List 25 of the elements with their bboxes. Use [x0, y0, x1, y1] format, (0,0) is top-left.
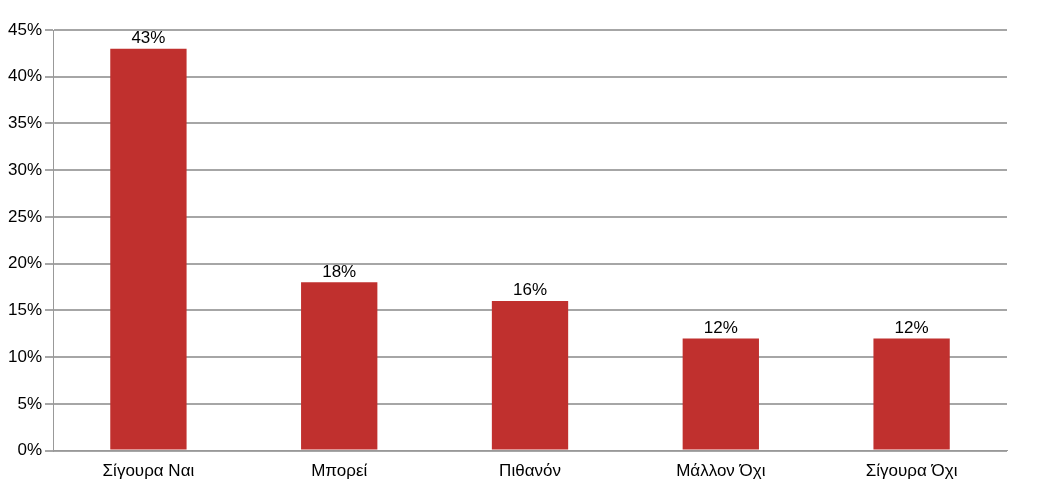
x-tick-label: Σίγουρα Ναι — [102, 461, 195, 481]
y-tick-label: 35% — [7, 113, 43, 133]
bar — [682, 338, 759, 450]
data-label: 16% — [513, 280, 548, 300]
data-label: 18% — [322, 261, 357, 281]
x-tick-label: Μπορεί — [311, 461, 368, 481]
x-tick-label: Πιθανόν — [499, 461, 561, 481]
x-tick-label: Σίγουρα Όχι — [865, 461, 958, 481]
y-tick-label: 40% — [7, 66, 43, 86]
y-tick-label: 25% — [7, 206, 43, 226]
data-label: 12% — [703, 317, 738, 337]
bar — [110, 48, 187, 450]
y-tick-label: 15% — [7, 300, 43, 320]
bar — [873, 338, 950, 450]
y-tick-label: 20% — [7, 253, 43, 273]
y-tick-label: 5% — [17, 393, 43, 413]
y-tick-label: 10% — [7, 346, 43, 366]
bar — [491, 301, 569, 450]
y-tick-label: 30% — [7, 159, 43, 179]
data-label: 12% — [894, 317, 929, 337]
x-tick-label: Μάλλον Όχι — [676, 461, 766, 481]
y-tick-label: 0% — [17, 440, 43, 460]
bar — [301, 282, 378, 450]
data-label: 43% — [131, 27, 166, 47]
y-tick-label: 45% — [7, 19, 43, 39]
